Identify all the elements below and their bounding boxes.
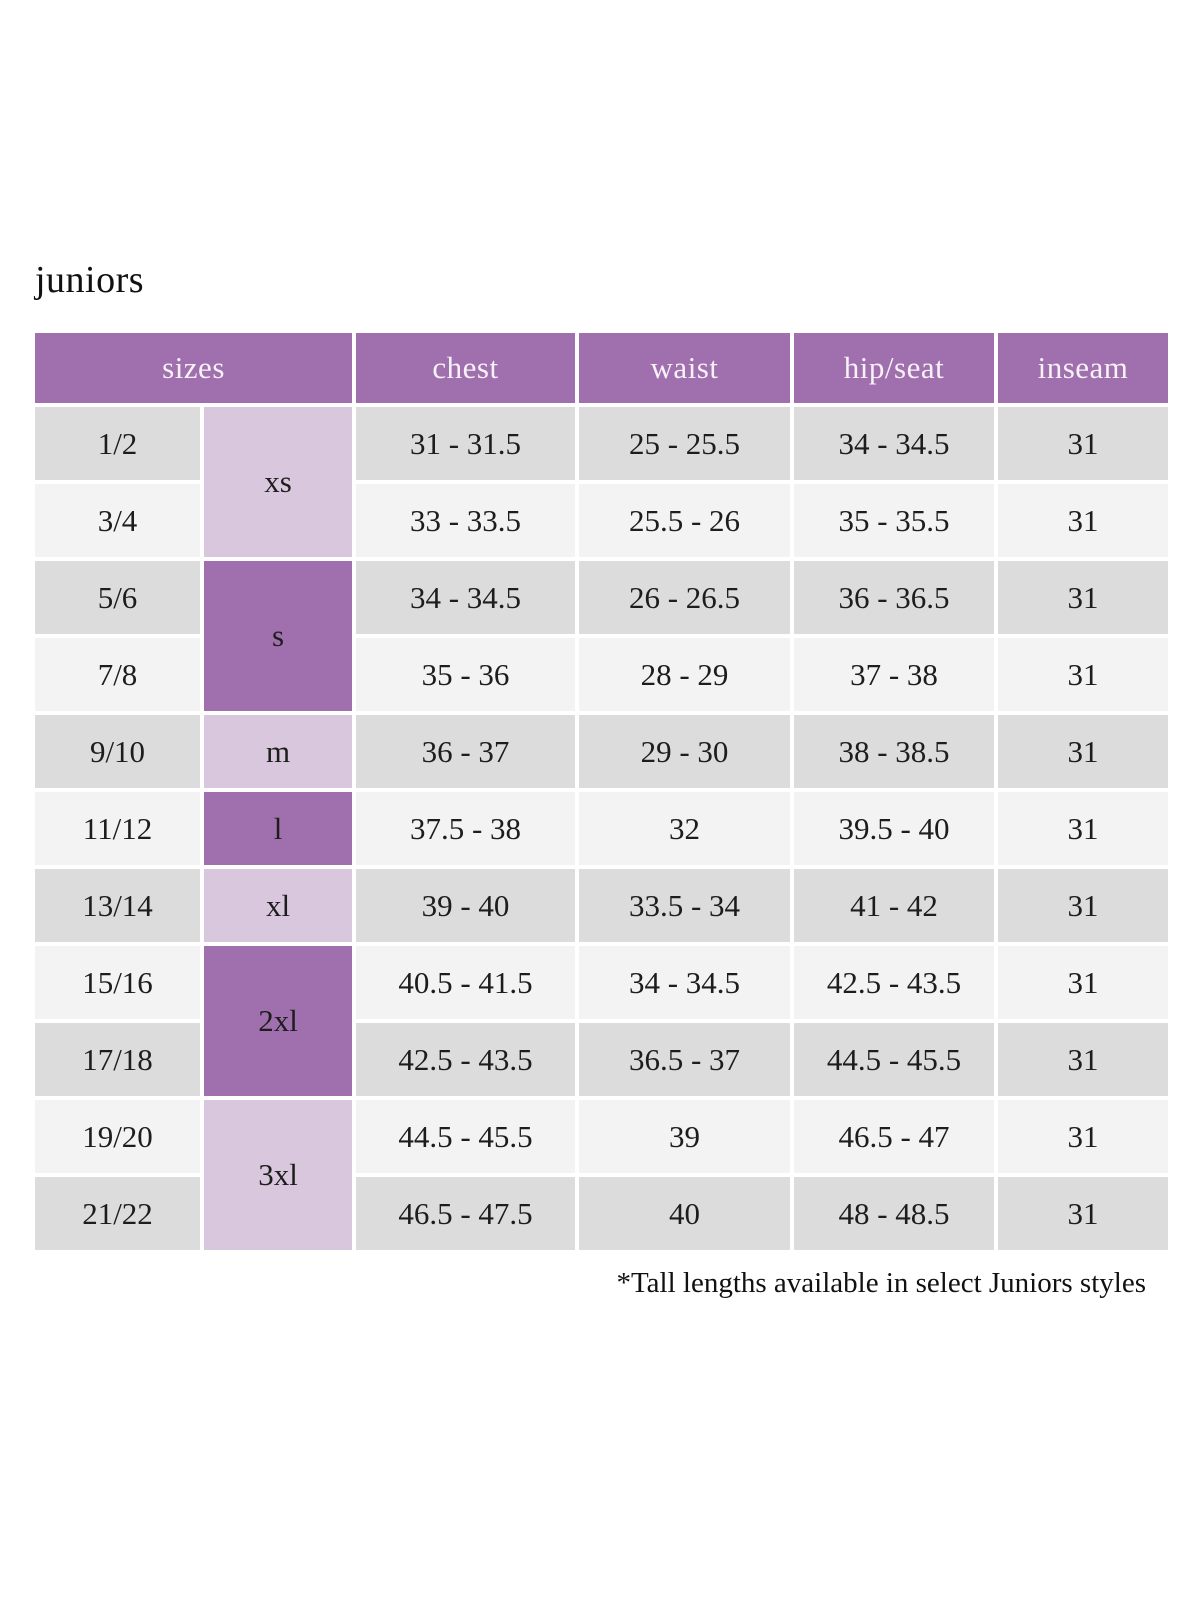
col-header-hip-seat: hip/seat [794, 333, 995, 403]
table-row: 21/22 46.5 - 47.5 40 48 - 48.5 31 [35, 1177, 1169, 1250]
size-range-cell: 5/6 [35, 561, 200, 634]
chest-cell: 37.5 - 38 [356, 792, 576, 865]
chest-cell: 39 - 40 [356, 869, 576, 942]
inseam-cell: 31 [998, 792, 1169, 865]
size-group-cell-xs: xs [204, 407, 353, 557]
size-range-cell: 7/8 [35, 638, 200, 711]
page-title: juniors [35, 259, 145, 301]
inseam-cell: 31 [998, 561, 1169, 634]
hip-seat-cell: 36 - 36.5 [794, 561, 995, 634]
size-range-cell: 21/22 [35, 1177, 200, 1250]
inseam-cell: 31 [998, 1177, 1169, 1250]
size-range-cell: 17/18 [35, 1023, 200, 1096]
hip-seat-cell: 38 - 38.5 [794, 715, 995, 788]
col-header-inseam: inseam [998, 333, 1169, 403]
size-range-cell: 3/4 [35, 484, 200, 557]
hip-seat-cell: 34 - 34.5 [794, 407, 995, 480]
inseam-cell: 31 [998, 715, 1169, 788]
chest-cell: 31 - 31.5 [356, 407, 576, 480]
hip-seat-cell: 39.5 - 40 [794, 792, 995, 865]
waist-cell: 39 [579, 1100, 791, 1173]
size-range-cell: 11/12 [35, 792, 200, 865]
inseam-cell: 31 [998, 946, 1169, 1019]
table-row: 17/18 42.5 - 43.5 36.5 - 37 44.5 - 45.5 … [35, 1023, 1169, 1096]
chest-cell: 42.5 - 43.5 [356, 1023, 576, 1096]
inseam-cell: 31 [998, 484, 1169, 557]
table-row: 9/10 m 36 - 37 29 - 30 38 - 38.5 31 [35, 715, 1169, 788]
inseam-cell: 31 [998, 407, 1169, 480]
hip-seat-cell: 35 - 35.5 [794, 484, 995, 557]
table-row: 3/4 33 - 33.5 25.5 - 26 35 - 35.5 31 [35, 484, 1169, 557]
waist-cell: 33.5 - 34 [579, 869, 791, 942]
col-header-waist: waist [579, 333, 791, 403]
size-group-cell-l: l [204, 792, 353, 865]
col-header-sizes: sizes [35, 333, 353, 403]
hip-seat-cell: 48 - 48.5 [794, 1177, 995, 1250]
hip-seat-cell: 46.5 - 47 [794, 1100, 995, 1173]
waist-cell: 25.5 - 26 [579, 484, 791, 557]
table-row: 1/2 xs 31 - 31.5 25 - 25.5 34 - 34.5 31 [35, 407, 1169, 557]
chest-cell: 46.5 - 47.5 [356, 1177, 576, 1250]
hip-seat-cell: 41 - 42 [794, 869, 995, 942]
inseam-cell: 31 [998, 638, 1169, 711]
table-row: 13/14 xl 39 - 40 33.5 - 34 41 - 42 31 [35, 869, 1169, 942]
size-group-cell-m: m [204, 715, 353, 788]
size-group-cell-2xl: 2xl [204, 946, 353, 1096]
waist-cell: 29 - 30 [579, 715, 791, 788]
table-row: 19/20 3xl 44.5 - 45.5 39 46.5 - 47 31 [35, 1100, 1169, 1250]
size-group-cell-s: s [204, 561, 353, 711]
size-range-cell: 19/20 [35, 1100, 200, 1173]
hip-seat-cell: 42.5 - 43.5 [794, 946, 995, 1019]
waist-cell: 28 - 29 [579, 638, 791, 711]
inseam-cell: 31 [998, 869, 1169, 942]
size-group-cell-xl: xl [204, 869, 353, 942]
table-row: 5/6 s 34 - 34.5 26 - 26.5 36 - 36.5 31 [35, 561, 1169, 711]
header-row: sizes chest waist hip/seat inseam [35, 333, 1169, 403]
waist-cell: 32 [579, 792, 791, 865]
size-range-cell: 1/2 [35, 407, 200, 480]
hip-seat-cell: 37 - 38 [794, 638, 995, 711]
hip-seat-cell: 44.5 - 45.5 [794, 1023, 995, 1096]
chest-cell: 35 - 36 [356, 638, 576, 711]
waist-cell: 25 - 25.5 [579, 407, 791, 480]
table-row: 11/12 l 37.5 - 38 32 39.5 - 40 31 [35, 792, 1169, 865]
waist-cell: 26 - 26.5 [579, 561, 791, 634]
size-chart-table: sizes chest waist hip/seat inseam 1/2 xs… [31, 329, 1172, 1254]
chest-cell: 33 - 33.5 [356, 484, 576, 557]
waist-cell: 36.5 - 37 [579, 1023, 791, 1096]
col-header-chest: chest [356, 333, 576, 403]
size-range-cell: 9/10 [35, 715, 200, 788]
chest-cell: 40.5 - 41.5 [356, 946, 576, 1019]
chest-cell: 34 - 34.5 [356, 561, 576, 634]
table-row: 15/16 2xl 40.5 - 41.5 34 - 34.5 42.5 - 4… [35, 946, 1169, 1096]
footnote: *Tall lengths available in select Junior… [616, 1267, 1146, 1299]
inseam-cell: 31 [998, 1100, 1169, 1173]
waist-cell: 34 - 34.5 [579, 946, 791, 1019]
inseam-cell: 31 [998, 1023, 1169, 1096]
chest-cell: 36 - 37 [356, 715, 576, 788]
size-range-cell: 13/14 [35, 869, 200, 942]
table-row: 7/8 35 - 36 28 - 29 37 - 38 31 [35, 638, 1169, 711]
chest-cell: 44.5 - 45.5 [356, 1100, 576, 1173]
size-group-cell-3xl: 3xl [204, 1100, 353, 1250]
waist-cell: 40 [579, 1177, 791, 1250]
size-range-cell: 15/16 [35, 946, 200, 1019]
